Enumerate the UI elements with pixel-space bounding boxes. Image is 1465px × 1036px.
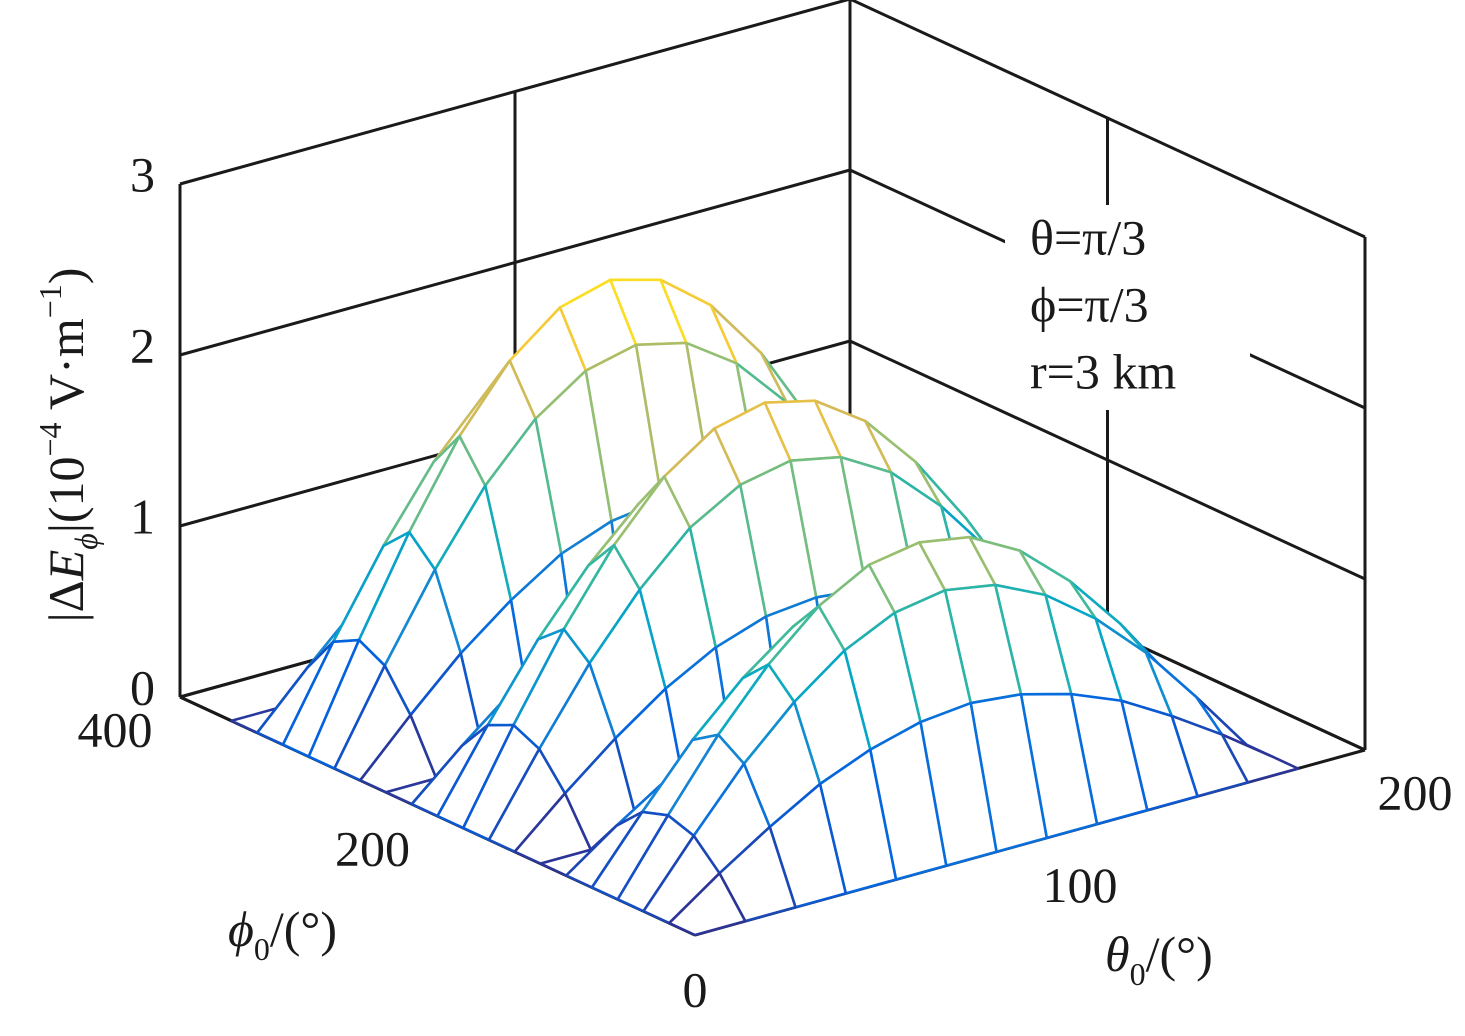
y-axis-label-part: /(°) [270, 901, 337, 957]
x-axis-label-part: /(°) [1146, 926, 1213, 982]
labels: 01230100200200400θ0/(°)ϕ0/(°)|ΔEϕ|(10−4 … [32, 146, 1452, 1017]
z-axis-label-part: |Δ [38, 580, 94, 622]
y-axis-label-part: ϕ [228, 901, 254, 957]
y-tick-label: 400 [78, 701, 153, 757]
x-tick-label: 0 [683, 961, 708, 1017]
y-axis-label-part: 0 [254, 931, 270, 967]
z-axis-label-part: E [38, 550, 94, 582]
x-axis-label-part: θ [1105, 926, 1130, 982]
y-tick-label: 200 [335, 820, 410, 876]
y-axis-label: ϕ0/(°) [228, 901, 337, 967]
z-tick-label: 1 [130, 488, 155, 544]
surface-cell [667, 872, 747, 937]
x-axis-label-part: 0 [1130, 956, 1146, 992]
x-tick-label: 200 [1378, 764, 1453, 820]
z-tick-label: 2 [130, 317, 155, 373]
z-axis-label-part: |(10 [38, 456, 94, 533]
annotation: ϕ=π/3 [1030, 276, 1149, 332]
z-axis-label-part: V·m [38, 318, 94, 422]
z-axis-label-part: −4 [32, 422, 68, 456]
surface [230, 278, 1300, 937]
z-axis-label-part: ) [38, 268, 94, 285]
annotation: r=3 km [1030, 343, 1176, 399]
z-tick-label: 3 [130, 146, 155, 202]
x-axis-label: θ0/(°) [1105, 926, 1213, 992]
z-axis-label-part: ϕ [68, 533, 104, 550]
annotation: θ=π/3 [1030, 209, 1146, 265]
x-tick-label: 100 [1043, 857, 1118, 913]
z-axis-label: |ΔEϕ|(10−4 V·m−1) [32, 268, 104, 623]
z-axis-label-part: −1 [32, 284, 68, 318]
annotation-backdrop [1005, 205, 1250, 410]
z-tick-label: 0 [130, 659, 155, 715]
